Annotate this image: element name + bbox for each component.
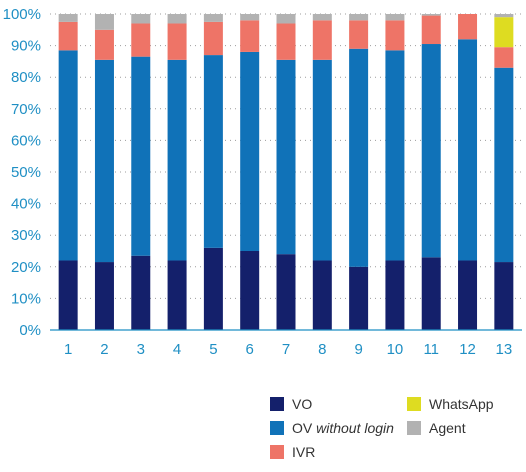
y-tick-label: 30% xyxy=(11,227,41,244)
bar-segment-ivr xyxy=(312,20,332,60)
bar-segment-agent xyxy=(312,14,332,21)
y-tick-label: 70% xyxy=(11,101,41,118)
legend-label-italic: without login xyxy=(316,420,394,436)
x-tick-label: 12 xyxy=(459,341,476,358)
bar-segment-ov-without-login xyxy=(421,44,441,258)
bar-segment-agent xyxy=(349,14,369,21)
bar-segment-agent xyxy=(131,14,151,24)
y-tick-label: 80% xyxy=(11,69,41,86)
x-tick-label: 7 xyxy=(282,341,290,358)
legend-label-text: VO xyxy=(292,396,312,412)
y-tick-label: 100% xyxy=(3,6,41,23)
bar-segment-ov-without-login xyxy=(131,56,151,256)
bar-segment-agent xyxy=(58,14,78,22)
bar-segment-whatsapp xyxy=(494,17,514,48)
legend-swatch xyxy=(270,421,284,435)
bar-segment-agent xyxy=(94,14,114,30)
bar-segment-agent xyxy=(240,14,260,21)
bar-segment-ivr xyxy=(349,20,369,49)
y-tick-label: 60% xyxy=(11,132,41,149)
bar-segment-agent xyxy=(385,14,405,21)
bar-segment-ivr xyxy=(58,21,78,51)
x-tick-label: 8 xyxy=(318,341,326,358)
x-tick-label: 5 xyxy=(209,341,217,358)
bar-segment-vo xyxy=(312,260,332,330)
bar-segment-ov-without-login xyxy=(58,50,78,261)
bar-segment-ivr xyxy=(240,20,260,52)
legend-label-text: OV xyxy=(292,420,316,436)
bar-segment-vo xyxy=(131,255,151,330)
bar-segment-ivr xyxy=(421,15,441,45)
bar-segment-ivr xyxy=(276,23,296,60)
bar-segment-vo xyxy=(458,260,478,330)
bar-segment-ov-without-login xyxy=(240,51,260,251)
bar-segment-vo xyxy=(276,254,296,330)
legend-label-text: IVR xyxy=(292,444,315,460)
bars xyxy=(58,14,514,330)
bar-segment-vo xyxy=(58,260,78,330)
legend-swatch xyxy=(407,397,421,411)
legend-label-text: WhatsApp xyxy=(429,396,494,412)
bar-segment-ov-without-login xyxy=(385,50,405,261)
legend-label: IVR xyxy=(292,444,315,460)
y-tick-label: 40% xyxy=(11,196,41,213)
bar-segment-ivr xyxy=(167,23,187,60)
bar-segment-ov-without-login xyxy=(203,55,223,248)
y-tick-label: 10% xyxy=(11,290,41,307)
bar-segment-vo xyxy=(167,260,187,330)
x-tick-label: 11 xyxy=(423,341,439,358)
x-tick-label: 4 xyxy=(173,341,181,358)
bar-segment-ivr xyxy=(131,23,151,57)
bar-segment-ivr xyxy=(203,21,223,56)
legend-label: VO xyxy=(292,396,312,412)
bar-segment-vo xyxy=(421,257,441,330)
bar-segment-agent xyxy=(421,14,441,16)
bar-segment-vo xyxy=(385,260,405,330)
x-tick-label: 2 xyxy=(100,341,108,358)
x-tick-label: 1 xyxy=(64,341,72,358)
bar-segment-ov-without-login xyxy=(276,59,296,255)
bar-segment-vo xyxy=(240,251,260,330)
x-tick-label: 13 xyxy=(496,341,513,358)
bar-segment-vo xyxy=(203,247,223,330)
legend-swatch xyxy=(270,445,284,459)
bar-segment-agent xyxy=(494,14,514,18)
bar-segment-ov-without-login xyxy=(494,67,514,263)
bar-segment-ov-without-login xyxy=(312,59,332,261)
bar-segment-ov-without-login xyxy=(458,39,478,261)
bar-segment-agent xyxy=(203,14,223,22)
bar-segment-agent xyxy=(167,14,187,24)
bar-segment-ov-without-login xyxy=(349,48,369,267)
bar-segment-ov-without-login xyxy=(94,59,114,263)
x-tick-label: 9 xyxy=(354,341,362,358)
bar-segment-vo xyxy=(494,262,514,330)
bar-segment-ov-without-login xyxy=(167,59,187,261)
y-axis-ticks: 0% 10% 20% 30% 40% 50% 60% 70% 80% 90% 100% xyxy=(3,6,41,339)
y-tick-label: 20% xyxy=(11,259,41,276)
x-tick-label: 6 xyxy=(246,341,254,358)
legend-label-text: Agent xyxy=(429,420,466,436)
bar-segment-ivr xyxy=(458,14,478,40)
legend-swatch xyxy=(407,421,421,435)
x-tick-label: 10 xyxy=(387,341,404,358)
y-tick-label: 50% xyxy=(11,164,41,181)
bar-segment-ivr xyxy=(385,20,405,51)
bar-segment-agent xyxy=(276,14,296,24)
legend-label: Agent xyxy=(429,420,466,436)
x-axis-ticks: 1 2 3 4 5 6 7 8 9 10 11 12 13 xyxy=(64,341,512,358)
legend-swatch xyxy=(270,397,284,411)
legend-label: WhatsApp xyxy=(429,396,494,412)
x-tick-label: 3 xyxy=(137,341,145,358)
bar-segment-ivr xyxy=(94,29,114,60)
legend-label: OV without login xyxy=(292,420,394,436)
bar-segment-vo xyxy=(349,266,369,330)
y-tick-label: 0% xyxy=(19,322,41,339)
bar-segment-ivr xyxy=(494,47,514,68)
y-tick-label: 90% xyxy=(11,38,41,55)
bar-segment-vo xyxy=(94,262,114,330)
